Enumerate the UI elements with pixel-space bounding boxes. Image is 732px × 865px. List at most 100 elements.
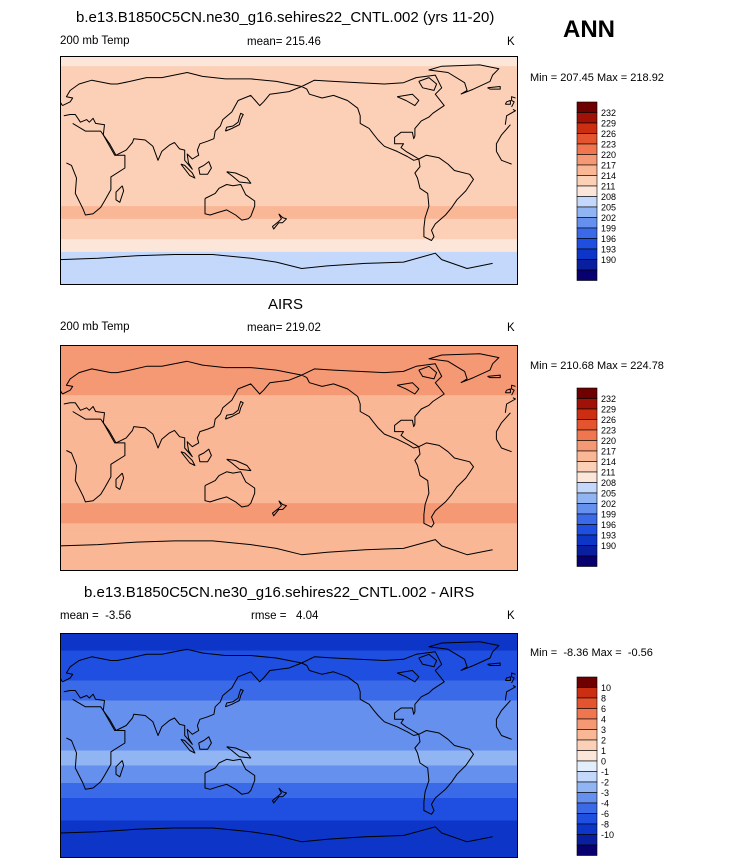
colorbar-box <box>576 429 598 441</box>
colorbar-box <box>576 387 598 399</box>
map-band <box>60 216 518 220</box>
panel-3-rmse-label: rmse = 4.04 <box>251 610 319 622</box>
colorbar-box <box>576 248 598 260</box>
map-band <box>60 553 518 557</box>
map-band <box>60 493 518 497</box>
coastline <box>204 758 256 795</box>
map-band <box>60 850 518 854</box>
map-band <box>60 848 518 852</box>
map-band <box>60 68 518 72</box>
map-band <box>60 813 518 817</box>
map-band <box>60 498 518 502</box>
map-band <box>60 778 518 782</box>
map-band <box>60 101 518 105</box>
map-band <box>60 56 518 60</box>
panel-2-range: Min = 210.68 Max = 224.78 <box>530 360 664 372</box>
map-band <box>60 180 518 184</box>
map-band <box>60 755 518 759</box>
map-band <box>60 221 518 225</box>
map-frame <box>60 56 518 285</box>
colorbar-box <box>576 844 598 856</box>
map-band <box>60 195 518 200</box>
map-band <box>60 685 518 689</box>
coastline <box>396 93 420 107</box>
map-band <box>60 693 518 697</box>
map-band <box>60 688 518 692</box>
map-band <box>60 725 518 729</box>
colorbar-box <box>576 492 598 504</box>
map-band <box>60 412 518 416</box>
map-band <box>60 142 518 146</box>
map-band <box>60 455 518 459</box>
map-band <box>60 515 518 519</box>
coastline <box>418 653 438 668</box>
coastline <box>180 163 196 179</box>
coastline <box>511 672 516 684</box>
coastline <box>428 641 500 671</box>
coastline <box>487 662 501 666</box>
colorbar-box <box>576 101 598 113</box>
map-band <box>60 111 518 116</box>
map-band <box>60 422 518 426</box>
colorbar-label: 10 <box>601 683 611 693</box>
coastline <box>495 151 512 165</box>
map-band <box>60 663 518 667</box>
colorbar-label: -1 <box>601 767 609 777</box>
coastline <box>198 161 212 175</box>
map-band <box>60 402 518 406</box>
colorbar-label: 205 <box>601 489 616 499</box>
map-band <box>60 728 518 732</box>
map-band <box>60 254 518 258</box>
colorbar-label: 3 <box>601 725 606 735</box>
map-band <box>60 160 518 164</box>
map-band <box>60 468 518 472</box>
map-band <box>60 698 518 702</box>
map-band <box>60 122 518 126</box>
map-band <box>60 375 518 379</box>
map-band <box>60 91 518 95</box>
map-band <box>60 99 518 103</box>
coastline <box>115 472 125 490</box>
colorbar-box <box>576 676 598 688</box>
coastline <box>495 124 511 152</box>
coastline <box>180 738 196 754</box>
panel-1-left-label: 200 mb Temp <box>60 35 130 47</box>
map-band <box>60 267 518 271</box>
colorbar-label: 229 <box>601 405 616 415</box>
colorbar-box <box>576 112 598 124</box>
map-band <box>60 735 518 739</box>
coastline <box>504 388 511 394</box>
map-band <box>60 643 518 647</box>
map-band <box>60 400 518 404</box>
coastline <box>511 384 516 396</box>
map-band <box>60 155 518 159</box>
map-band <box>60 440 518 444</box>
map-band <box>60 450 518 454</box>
map-band <box>60 226 518 230</box>
map-band <box>60 372 518 376</box>
map-band <box>60 528 518 532</box>
coastline <box>226 746 252 759</box>
map-band <box>60 525 518 529</box>
colorbar-label: 4 <box>601 715 606 725</box>
map-band <box>60 660 518 664</box>
map-band <box>60 452 518 457</box>
map-band <box>60 733 518 737</box>
map-band <box>60 483 518 487</box>
coastline <box>504 108 516 125</box>
colorbar-box <box>576 750 598 762</box>
map-band <box>60 518 518 522</box>
map-band <box>60 463 518 467</box>
map-band <box>60 520 518 524</box>
coastline <box>62 360 303 458</box>
map-band <box>60 175 518 179</box>
map-band <box>60 223 518 228</box>
coastline <box>487 86 501 90</box>
colorbar-box <box>576 206 598 218</box>
map-band <box>60 206 518 210</box>
map-band <box>60 211 518 215</box>
map-band <box>60 473 518 477</box>
season-label: ANN <box>563 16 615 43</box>
colorbar-box <box>576 164 598 176</box>
map-band <box>60 475 518 479</box>
